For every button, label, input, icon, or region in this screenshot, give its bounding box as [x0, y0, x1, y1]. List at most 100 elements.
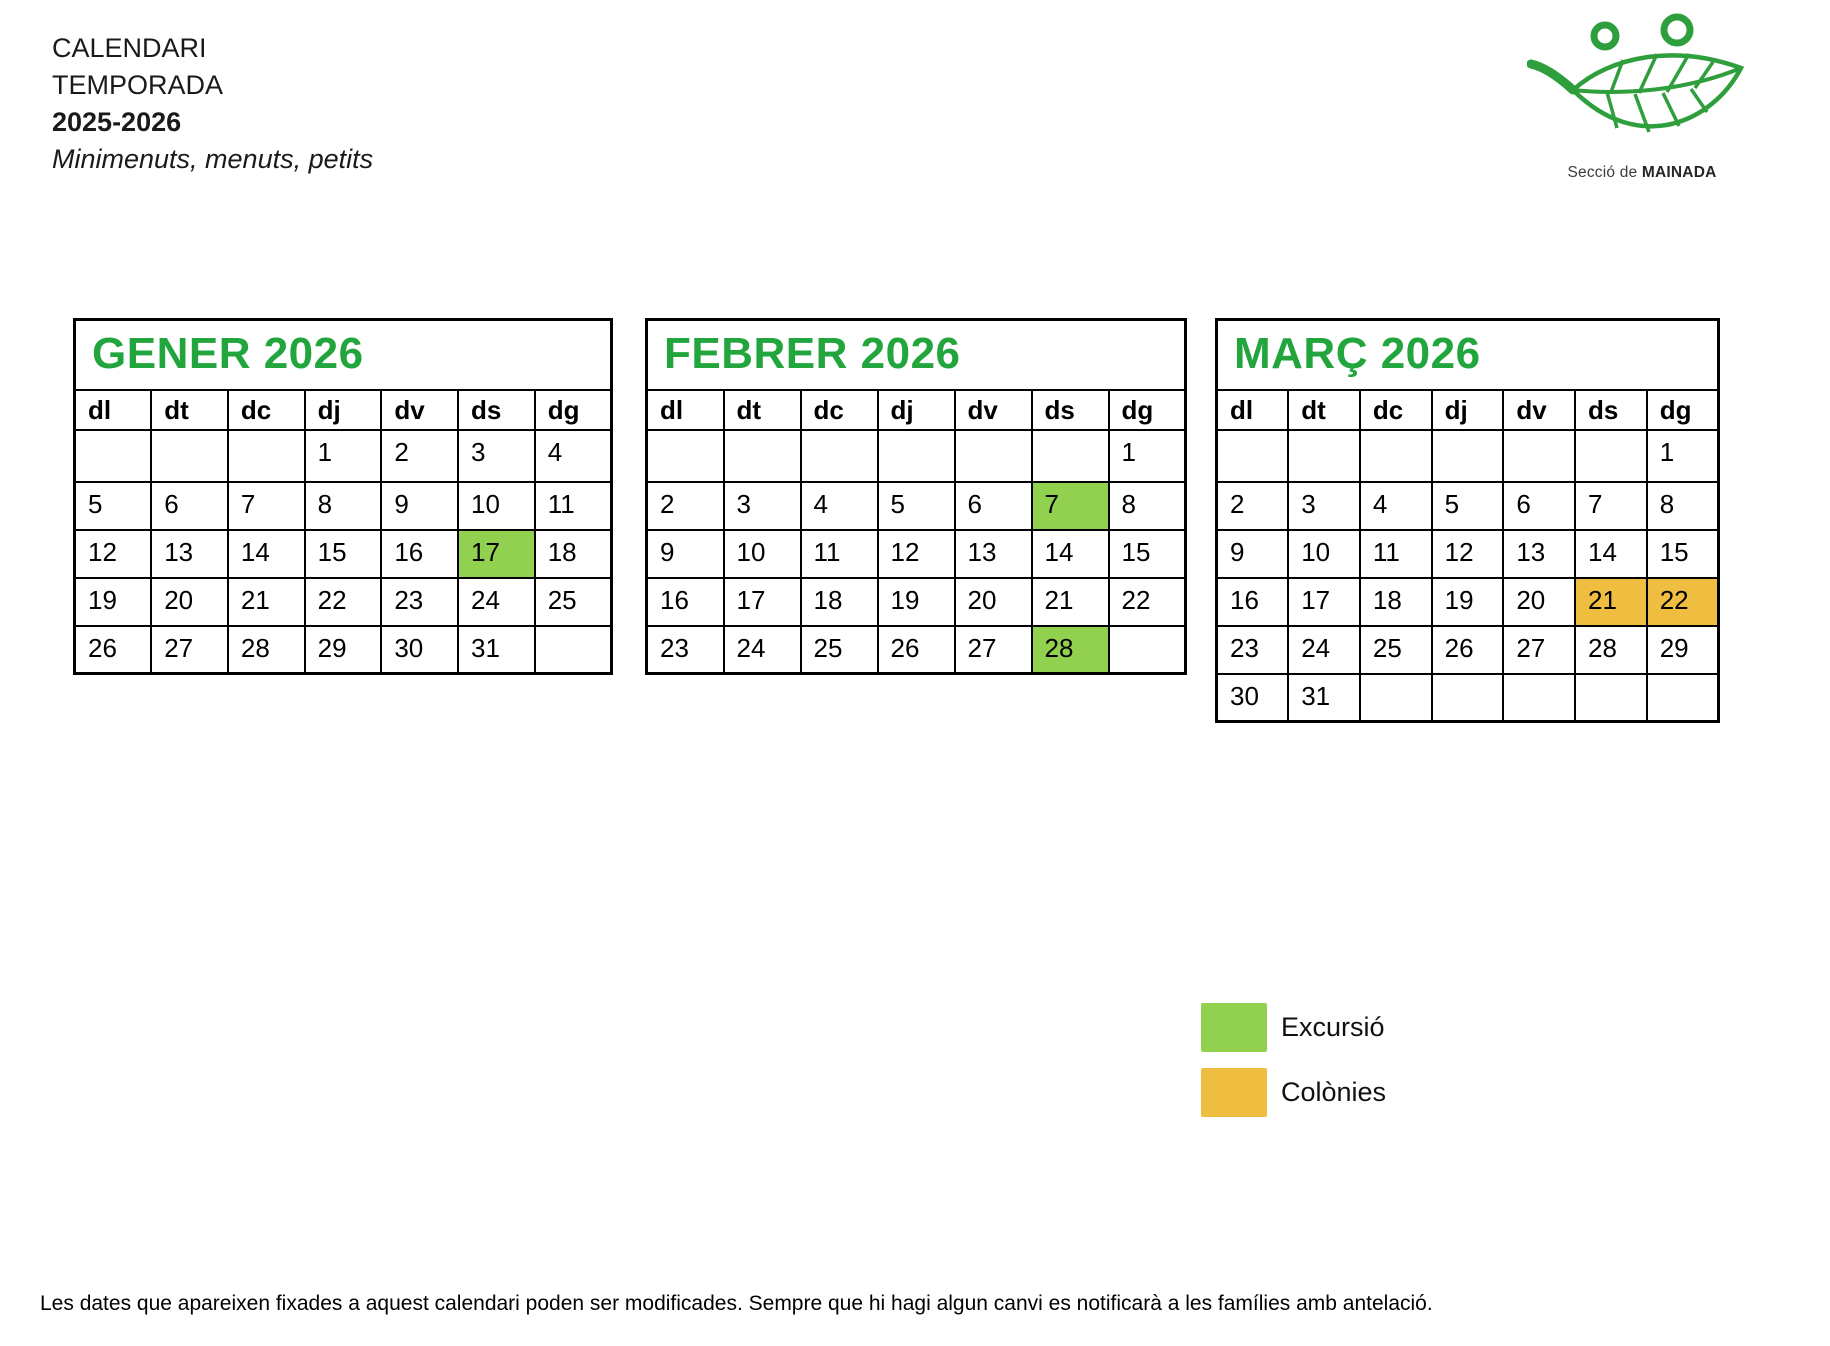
day-cell: 30	[1215, 672, 1290, 723]
colonies-color-swatch	[1201, 1068, 1267, 1117]
day-cell: 22	[1107, 576, 1187, 627]
day-cell-excursio: 28	[1030, 624, 1110, 675]
footnote: Les dates que apareixen fixades a aquest…	[40, 1292, 1433, 1315]
weekday-header-dj: dj	[1430, 388, 1505, 431]
day-cell: 29	[303, 624, 383, 675]
title-line-season: 2025-2026	[52, 107, 182, 137]
day-cell-empty	[1430, 428, 1505, 483]
day-cell: 27	[150, 624, 229, 675]
day-cell: 9	[380, 480, 460, 531]
day-cell-empty	[1287, 428, 1361, 483]
day-cell-empty	[645, 428, 725, 483]
day-cell: 23	[1215, 624, 1290, 675]
day-cell: 6	[953, 480, 1033, 531]
weekday-header-ds: ds	[457, 388, 536, 431]
title-block: CALENDARI TEMPORADA 2025-2026 Minimenuts…	[52, 30, 373, 178]
weekday-header-dg: dg	[1107, 388, 1187, 431]
day-cell: 10	[457, 480, 536, 531]
legend: Excursió Colònies	[1201, 1003, 1386, 1133]
day-cell: 21	[1030, 576, 1110, 627]
calendar-gener-2026-container: GENER 2026 dl dt dc dj dv ds dg 1 2 3 4 5 6 7 8 9 10 11 12 1…	[73, 318, 613, 675]
day-cell: 13	[953, 528, 1033, 579]
day-cell-empty	[1430, 672, 1505, 723]
day-cell: 25	[1358, 624, 1433, 675]
day-cell: 11	[799, 528, 879, 579]
day-cell-empty	[1502, 428, 1577, 483]
day-cell: 8	[1107, 480, 1187, 531]
day-cell: 16	[645, 576, 725, 627]
day-cell-empty	[722, 428, 802, 483]
excursio-color-swatch	[1201, 1003, 1267, 1052]
title-line-groups: Minimenuts, menuts, petits	[52, 144, 374, 174]
day-cell-empty	[1574, 428, 1648, 483]
day-cell: 23	[380, 576, 460, 627]
day-cell: 9	[645, 528, 725, 579]
title-line-calendari: CALENDARI	[52, 33, 207, 63]
day-cell: 5	[876, 480, 956, 531]
day-cell: 7	[1574, 480, 1648, 531]
day-cell: 4	[1358, 480, 1433, 531]
day-cell: 24	[457, 576, 536, 627]
day-cell: 19	[1430, 576, 1505, 627]
day-cell: 21	[226, 576, 306, 627]
day-cell: 11	[533, 480, 613, 531]
legend-label-colonies: Colònies	[1281, 1077, 1387, 1107]
day-cell-empty	[876, 428, 956, 483]
day-cell: 9	[1215, 528, 1290, 579]
weekday-header-ds: ds	[1574, 388, 1648, 431]
day-cell: 6	[1502, 480, 1577, 531]
weekday-header-dt: dt	[722, 388, 802, 431]
weekday-header-dt: dt	[150, 388, 229, 431]
weekday-header-dc: dc	[1358, 388, 1433, 431]
weekday-header-dc: dc	[226, 388, 306, 431]
title-line-temporada: TEMPORADA	[52, 70, 224, 100]
day-cell: 28	[226, 624, 306, 675]
day-cell: 18	[799, 576, 879, 627]
day-cell: 18	[533, 528, 613, 579]
logo-caption: Secció de MAINADA	[1522, 164, 1762, 182]
leaf-smile-logo-icon	[1522, 4, 1762, 162]
day-cell: 8	[1645, 480, 1720, 531]
day-cell: 4	[799, 480, 879, 531]
weekday-header-dv: dv	[953, 388, 1033, 431]
day-cell: 19	[876, 576, 956, 627]
day-cell: 24	[1287, 624, 1361, 675]
weekday-header-dj: dj	[876, 388, 956, 431]
day-cell: 29	[1645, 624, 1720, 675]
weekday-header-dl: dl	[645, 388, 725, 431]
day-cell-empty	[1574, 672, 1648, 723]
day-cell: 17	[722, 576, 802, 627]
day-cell: 26	[73, 624, 153, 675]
day-cell: 16	[1215, 576, 1290, 627]
day-cell: 3	[1287, 480, 1361, 531]
day-cell: 5	[73, 480, 153, 531]
day-cell: 13	[150, 528, 229, 579]
weekday-header-ds: ds	[1030, 388, 1110, 431]
day-cell: 15	[1107, 528, 1187, 579]
day-cell-excursio: 7	[1030, 480, 1110, 531]
day-cell-empty	[799, 428, 879, 483]
day-cell: 15	[303, 528, 383, 579]
weekday-header-dv: dv	[380, 388, 460, 431]
day-cell: 7	[226, 480, 306, 531]
day-cell: 14	[1030, 528, 1110, 579]
day-cell-excursio: 17	[457, 528, 536, 579]
day-cell: 12	[73, 528, 153, 579]
day-cell: 31	[457, 624, 536, 675]
day-cell: 22	[303, 576, 383, 627]
day-cell: 8	[303, 480, 383, 531]
calendar-table-marc-2026: MARÇ 2026 dl dt dc dj dv ds dg 1 2 3 4 5 6 7 8 9 10 11 12 13…	[1215, 318, 1720, 723]
day-cell: 13	[1502, 528, 1577, 579]
day-cell-empty	[1645, 672, 1720, 723]
day-cell-empty	[73, 428, 153, 483]
day-cell-empty	[226, 428, 306, 483]
day-cell: 12	[876, 528, 956, 579]
day-cell: 2	[380, 428, 460, 483]
day-cell-colonies: 22	[1645, 576, 1720, 627]
day-cell: 10	[1287, 528, 1361, 579]
day-cell: 18	[1358, 576, 1433, 627]
day-cell: 16	[380, 528, 460, 579]
day-cell: 1	[1107, 428, 1187, 483]
month-title-febrer-2026: FEBRER 2026	[664, 329, 961, 378]
